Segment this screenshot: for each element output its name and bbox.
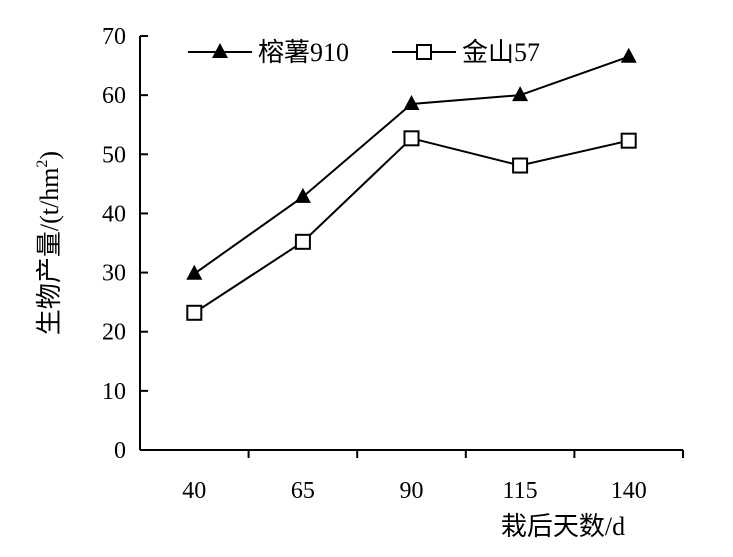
x-tick-label: 140 bbox=[611, 478, 647, 504]
x-axis-title: 栽后天数/d bbox=[501, 512, 625, 541]
series-1-point bbox=[620, 47, 637, 63]
y-axis-title: 生物产量/(t/hm2) bbox=[34, 151, 64, 335]
legend-marker-series-2 bbox=[416, 44, 432, 60]
legend-item-series-1: 榕薯910 bbox=[188, 38, 349, 67]
x-tick-label: 40 bbox=[182, 478, 206, 504]
y-tick-label: 70 bbox=[102, 24, 126, 50]
y-tick-label: 40 bbox=[102, 201, 126, 227]
series-1-point bbox=[512, 86, 529, 102]
series-2-point bbox=[403, 130, 420, 147]
series-2-point bbox=[620, 132, 637, 149]
y-tick-label: 10 bbox=[102, 379, 126, 405]
y-tick-label: 0 bbox=[114, 438, 126, 464]
legend-label-series-1: 榕薯910 bbox=[258, 38, 349, 67]
y-tick-label: 30 bbox=[102, 261, 126, 287]
series-2-point bbox=[512, 157, 529, 174]
y-axis-title-superscript: 2 bbox=[34, 160, 51, 168]
x-ticks: 40 65 90 115 140 bbox=[182, 450, 684, 504]
x-tick-label: 90 bbox=[400, 478, 424, 504]
series-2-line bbox=[193, 137, 629, 314]
y-axis-title-main: 生物产量/(t/hm bbox=[35, 168, 64, 336]
x-tick-label: 115 bbox=[503, 478, 538, 504]
series-1-point bbox=[294, 187, 311, 203]
legend-marker-series-1 bbox=[212, 43, 228, 58]
series-1-line bbox=[193, 55, 630, 275]
series-1-point bbox=[186, 264, 203, 280]
series-layer bbox=[186, 47, 637, 321]
y-tick-label: 50 bbox=[102, 142, 126, 168]
y-ticks: 0 10 20 30 40 50 60 70 bbox=[102, 24, 148, 464]
x-tick-label: 65 bbox=[291, 478, 315, 504]
series-2-point bbox=[294, 233, 311, 250]
y-axis-title-close: ) bbox=[35, 151, 64, 160]
legend: 榕薯910 金山57 bbox=[188, 38, 540, 67]
legend-label-series-2: 金山57 bbox=[462, 38, 540, 67]
y-tick-label: 60 bbox=[102, 83, 126, 109]
legend-item-series-2: 金山57 bbox=[392, 38, 540, 67]
series-1-point bbox=[403, 95, 420, 111]
y-tick-label: 20 bbox=[102, 320, 126, 346]
series-2-point bbox=[186, 304, 203, 321]
